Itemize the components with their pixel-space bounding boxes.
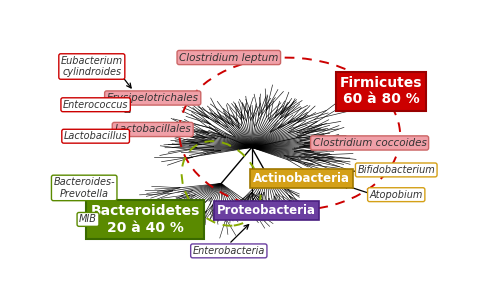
Text: Atopobium: Atopobium	[370, 190, 423, 200]
Text: Lactobacillales: Lactobacillales	[114, 124, 191, 135]
Text: Erysipelotrichales: Erysipelotrichales	[107, 93, 199, 103]
Text: Enterobacteria: Enterobacteria	[192, 246, 265, 256]
Text: Bifidobacterium: Bifidobacterium	[357, 165, 435, 175]
Text: Firmicutes
60 à 80 %: Firmicutes 60 à 80 %	[340, 76, 422, 106]
Text: Proteobacteria: Proteobacteria	[218, 204, 316, 217]
Text: Eubacterium
cylindroides: Eubacterium cylindroides	[61, 56, 123, 77]
Text: Lactobacillus: Lactobacillus	[64, 131, 128, 141]
Text: Clostridium leptum: Clostridium leptum	[179, 53, 278, 62]
Text: Actinobacteria: Actinobacteria	[252, 173, 350, 185]
Text: MIB: MIB	[79, 214, 97, 225]
Text: Enterococcus: Enterococcus	[63, 100, 128, 110]
Text: Bacteroidetes
20 à 40 %: Bacteroidetes 20 à 40 %	[90, 204, 200, 234]
Text: Bacteroides-
Prevotella: Bacteroides- Prevotella	[54, 177, 115, 199]
Text: Clostridium coccoides: Clostridium coccoides	[313, 138, 427, 148]
